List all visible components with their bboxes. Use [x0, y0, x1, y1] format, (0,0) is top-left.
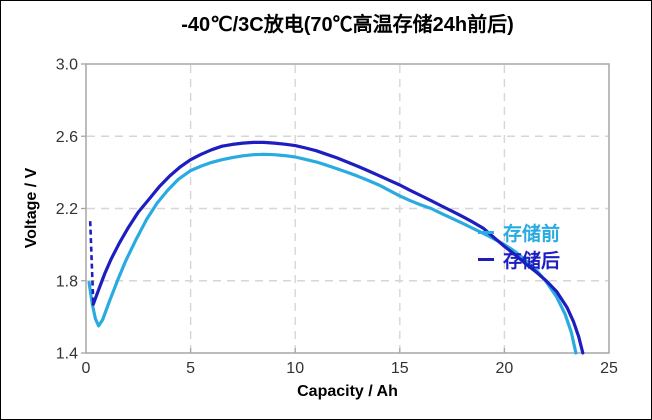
x-tick-label: 10 [286, 360, 304, 377]
y-axis-title: Voltage / V [23, 167, 40, 249]
y-tick-label: 3.0 [56, 57, 78, 74]
series-start-drop-after-storage [88, 221, 95, 305]
x-axis-title: Capacity / Ah [297, 383, 398, 400]
series-line-after-storage [91, 140, 585, 355]
legend-item-after-storage: 存储后 [478, 246, 560, 273]
x-tick-label: 15 [391, 360, 409, 377]
y-tick-label: 2.2 [56, 201, 78, 218]
y-tick-label: 1.4 [56, 346, 78, 363]
legend-label-before-storage: 存储前 [503, 224, 561, 245]
legend-line-swatch-after-storage [478, 258, 494, 261]
y-tick-label: 2.6 [56, 129, 78, 146]
chart-title: -40℃/3C放电(70℃高温存储24h前后) [181, 14, 514, 36]
legend: 存储前 存储后 [478, 219, 560, 273]
x-tick-label: 25 [600, 360, 618, 377]
x-tick-label: 20 [496, 360, 514, 377]
x-tick-label: 5 [186, 360, 195, 377]
x-tick-label: 0 [82, 360, 91, 377]
legend-label-after-storage: 存储后 [503, 251, 561, 272]
legend-line-swatch-before-storage [478, 231, 494, 234]
y-tick-label: 1.8 [56, 273, 78, 290]
legend-item-before-storage: 存储前 [478, 219, 560, 246]
